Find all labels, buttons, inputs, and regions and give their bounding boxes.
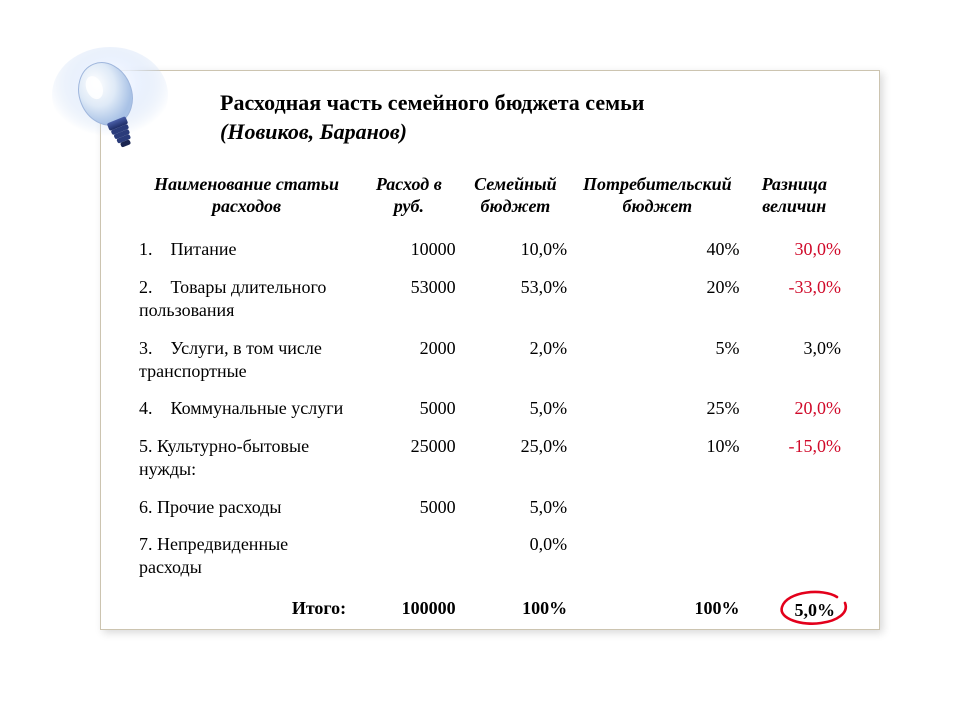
cell-rub: 5000 [358,390,459,427]
table-row: 5. Культурно-бытовые нужды:2500025,0%10%… [135,428,845,489]
cell-diff: -33,0% [744,269,845,330]
circle-mark-icon [775,589,853,627]
title-line2: (Новиков, Баранов) [220,118,845,147]
cell-diff: 30,0% [744,231,845,268]
cell-diff: 3,0% [744,330,845,391]
table-header-row: Наименование статьи расходов Расход в ру… [135,168,845,231]
cell-consumer: 40% [571,231,743,268]
cell-consumer [571,489,743,526]
cell-consumer: 20% [571,269,743,330]
col-header-rub: Расход в руб. [358,168,459,231]
cell-diff: -15,0% [744,428,845,489]
table-row: 4. Коммунальные услуги50005,0%25%20,0% [135,390,845,427]
col-header-consumer: Потребительский бюджет [571,168,743,231]
cell-family: 2,0% [460,330,572,391]
total-diff: 5,0% [744,587,845,631]
cell-consumer: 5% [571,330,743,391]
lightbulb-icon [50,45,170,175]
col-header-diff: Разница величин [744,168,845,231]
title-block: Расходная часть семейного бюджета семьи … [220,89,845,146]
total-consumer: 100% [571,587,743,631]
cell-family: 5,0% [460,390,572,427]
cell-rub: 2000 [358,330,459,391]
cell-rub [358,526,459,587]
cell-consumer [571,526,743,587]
cell-family: 53,0% [460,269,572,330]
cell-rub: 5000 [358,489,459,526]
total-family: 100% [460,587,572,631]
cell-family: 5,0% [460,489,572,526]
table-row: 3. Услуги, в том числе транспортные20002… [135,330,845,391]
total-rub: 100000 [358,587,459,631]
total-label: Итого: [135,587,358,631]
cell-consumer: 10% [571,428,743,489]
col-header-name: Наименование статьи расходов [135,168,358,231]
cell-name: 7. Непредвиденные расходы [135,526,358,587]
table-total-row: Итого:100000100%100%5,0% [135,587,845,631]
col-header-family: Семейный бюджет [460,168,572,231]
table-row: 2. Товары длительного пользования5300053… [135,269,845,330]
table-row: 7. Непредвиденные расходы 0,0% [135,526,845,587]
cell-rub: 10000 [358,231,459,268]
cell-name: 4. Коммунальные услуги [135,390,358,427]
cell-rub: 53000 [358,269,459,330]
cell-consumer: 25% [571,390,743,427]
cell-diff [744,489,845,526]
cell-family: 0,0% [460,526,572,587]
cell-family: 25,0% [460,428,572,489]
cell-name: 2. Товары длительного пользования [135,269,358,330]
table-row: 6. Прочие расходы50005,0% [135,489,845,526]
budget-table: Наименование статьи расходов Расход в ру… [135,168,845,631]
title-line1: Расходная часть семейного бюджета семьи [220,89,845,118]
content-panel: Расходная часть семейного бюджета семьи … [100,70,880,630]
cell-rub: 25000 [358,428,459,489]
cell-name: 1. Питание [135,231,358,268]
cell-diff: 20,0% [744,390,845,427]
cell-name: 6. Прочие расходы [135,489,358,526]
cell-name: 3. Услуги, в том числе транспортные [135,330,358,391]
cell-family: 10,0% [460,231,572,268]
table-row: 1. Питание1000010,0%40%30,0% [135,231,845,268]
cell-diff [744,526,845,587]
cell-name: 5. Культурно-бытовые нужды: [135,428,358,489]
